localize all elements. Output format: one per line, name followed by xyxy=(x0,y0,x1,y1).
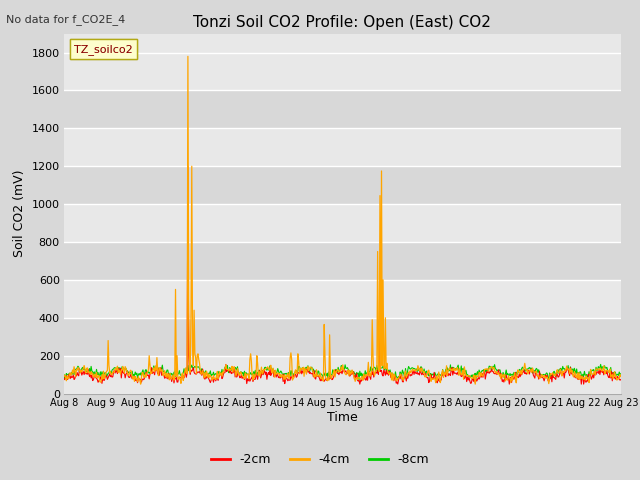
Bar xyxy=(64,280,621,318)
Legend: TZ_soilco2: TZ_soilco2 xyxy=(70,39,137,59)
Bar xyxy=(64,204,621,242)
Bar xyxy=(64,90,621,128)
Text: No data for f_CO2E_4: No data for f_CO2E_4 xyxy=(6,14,125,25)
Bar xyxy=(64,52,621,90)
Bar xyxy=(64,128,621,166)
Title: Tonzi Soil CO2 Profile: Open (East) CO2: Tonzi Soil CO2 Profile: Open (East) CO2 xyxy=(193,15,492,30)
Bar xyxy=(64,356,621,394)
X-axis label: Time: Time xyxy=(327,410,358,423)
Bar xyxy=(64,166,621,204)
Bar xyxy=(64,242,621,280)
Y-axis label: Soil CO2 (mV): Soil CO2 (mV) xyxy=(13,170,26,257)
Legend: -2cm, -4cm, -8cm: -2cm, -4cm, -8cm xyxy=(206,448,434,471)
Bar xyxy=(64,318,621,356)
